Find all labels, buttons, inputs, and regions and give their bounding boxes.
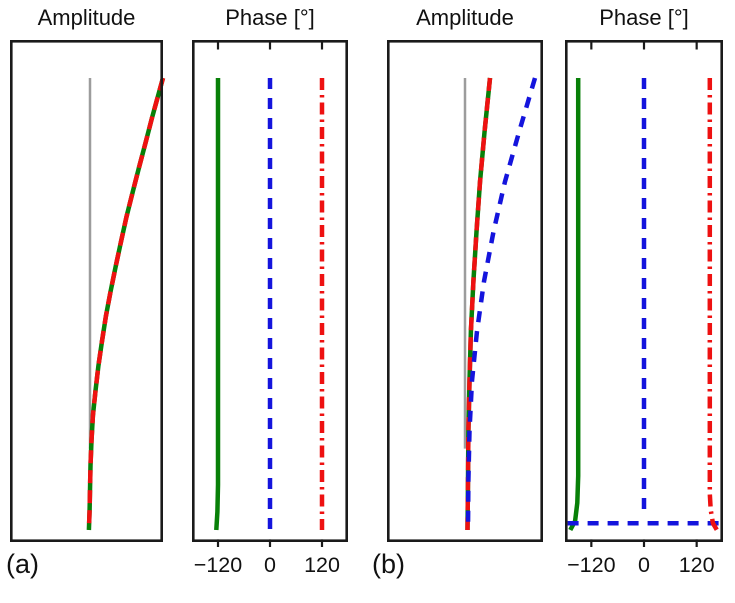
series-amplitude-blue-dashed xyxy=(465,77,538,531)
panel-b-amplitude-plot xyxy=(386,39,543,542)
panel-frame xyxy=(386,39,543,542)
panel-frame xyxy=(564,39,723,542)
series-amplitude-green-solid xyxy=(86,77,166,531)
series-amplitude-red-dashed-overlay xyxy=(86,77,166,531)
title-b-amplitude: Amplitude xyxy=(416,5,514,30)
panel-frame xyxy=(191,39,348,542)
panel-label-b: (b) xyxy=(372,549,405,579)
x-tick-label: −120 xyxy=(194,553,242,577)
x-tick-label: −120 xyxy=(567,553,615,577)
panel-label-a: (a) xyxy=(6,549,39,579)
x-tick-label: 120 xyxy=(679,553,715,577)
x-tick-label: 120 xyxy=(304,553,340,577)
x-tick-label: 0 xyxy=(638,553,650,577)
series-phase-red-dashdot xyxy=(707,78,719,532)
title-a-phase: Phase [°] xyxy=(225,5,315,30)
panel-frame xyxy=(9,39,163,542)
panel-a-amplitude-plot xyxy=(9,39,166,542)
panel-b-phase-plot: −120 0 120 xyxy=(564,39,723,577)
series-phase-green-solid xyxy=(214,78,221,531)
panel-a-phase-plot: −120 0 120 xyxy=(191,39,348,577)
series-phase-green-solid xyxy=(568,78,581,532)
x-tick-label: 0 xyxy=(264,553,276,577)
title-a-amplitude: Amplitude xyxy=(37,5,136,30)
series-amplitude-red-dashed-overlay xyxy=(465,77,493,531)
title-b-phase: Phase [°] xyxy=(599,5,689,30)
